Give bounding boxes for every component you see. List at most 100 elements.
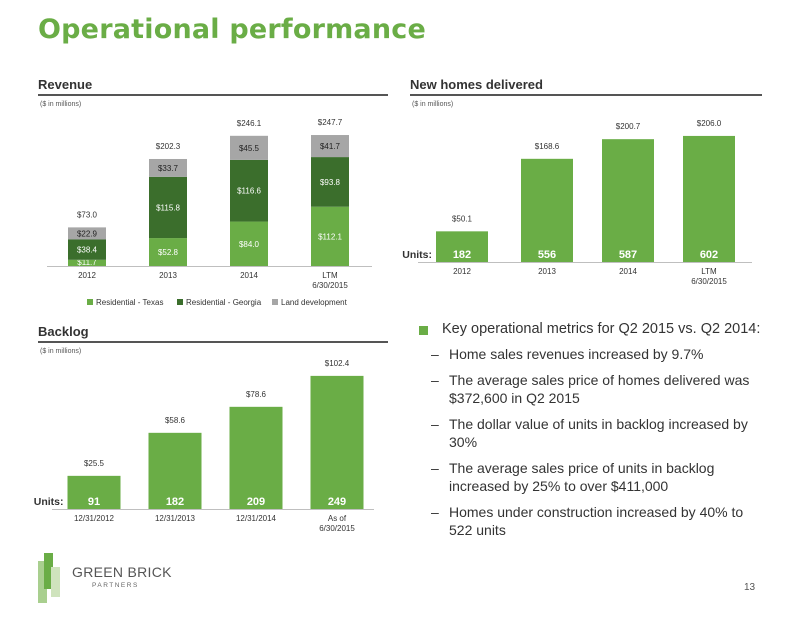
revenue-bar-residential-texas xyxy=(311,206,349,266)
homes-bar xyxy=(436,231,488,262)
homes-heading: New homes delivered xyxy=(410,77,543,92)
backlog-heading: Backlog xyxy=(38,324,89,339)
dash-bullet-icon: – xyxy=(431,460,439,476)
backlog-units-value: 249 xyxy=(328,496,346,508)
homes-units-note: ($ in millions) xyxy=(412,101,454,108)
metric-item-text: The average sales price of units in back… xyxy=(449,460,715,494)
revenue-segment-label: $45.5 xyxy=(239,144,260,153)
revenue-category-label: 2013 xyxy=(159,271,177,280)
homes-units-value: 556 xyxy=(538,249,556,261)
homes-units-value: 602 xyxy=(700,249,718,261)
backlog-bar xyxy=(148,432,202,509)
revenue-total-label: $247.7 xyxy=(318,118,343,127)
homes-category-label: 2013 xyxy=(538,267,556,276)
legend-label: Land development xyxy=(281,298,348,307)
revenue-units-note: ($ in millions) xyxy=(40,101,82,108)
revenue-category-label: LTM 6/30/2015 xyxy=(312,271,348,290)
revenue-bar-residential-georgia xyxy=(68,239,106,260)
metric-item: – The average sales price of units in bac… xyxy=(418,459,768,495)
metric-item-text: The average sales price of homes deliver… xyxy=(449,372,750,406)
legend-label: Residential - Texas xyxy=(96,298,163,307)
square-bullet-icon xyxy=(419,326,428,335)
metric-item-text: Home sales revenues increased by 9.7% xyxy=(449,346,704,362)
homes-category-label: 2012 xyxy=(453,267,471,276)
revenue-bar-residential-texas xyxy=(230,221,268,266)
backlog-bar xyxy=(310,375,364,509)
legend-swatch xyxy=(177,299,183,305)
revenue-heading: Revenue xyxy=(38,77,93,92)
metric-item: – Home sales revenues increased by 9.7% xyxy=(418,345,768,363)
revenue-segment-label: $84.0 xyxy=(239,240,260,249)
page-title: Operational performance xyxy=(38,14,426,45)
backlog-units-label: Units: xyxy=(34,496,64,508)
backlog-category-label: As of 6/30/2015 xyxy=(319,514,355,533)
homes-value-label: $206.0 xyxy=(697,119,722,128)
revenue-bar-land-development xyxy=(230,135,268,160)
backlog-units-note: ($ in millions) xyxy=(40,348,82,355)
homes-value-label: $50.1 xyxy=(452,214,473,223)
backlog-divider xyxy=(38,341,388,343)
logo-subtitle: PARTNERS xyxy=(92,582,139,589)
revenue-bar-land-development xyxy=(68,227,106,240)
revenue-segment-label: $41.7 xyxy=(320,142,341,151)
legend-swatch xyxy=(87,299,93,305)
dash-bullet-icon: – xyxy=(431,504,439,520)
revenue-segment-label: $112.1 xyxy=(318,232,342,241)
revenue-segment-label: $38.4 xyxy=(77,246,98,255)
homes-units-label: Units: xyxy=(402,249,432,261)
revenue-total-label: $246.1 xyxy=(237,119,262,128)
green-brick-logo: GREEN BRICK PARTNERS xyxy=(38,553,178,603)
homes-value-label: $168.6 xyxy=(535,142,560,151)
revenue-bar-land-development xyxy=(311,135,349,158)
metric-item: – Homes under construction increased by 4… xyxy=(418,503,768,539)
revenue-bar-residential-texas xyxy=(149,238,187,266)
revenue-divider xyxy=(38,94,388,96)
logo-wordmark: GREEN BRICK xyxy=(72,564,172,580)
brick-logo-icon xyxy=(38,553,60,603)
revenue-segment-label: $93.8 xyxy=(320,178,341,187)
homes-bar xyxy=(521,158,573,262)
homes-category-label: 2014 xyxy=(619,267,637,276)
revenue-bar-residential-georgia xyxy=(230,159,268,222)
revenue-segment-label: $33.7 xyxy=(158,164,179,173)
homes-units-value: 182 xyxy=(453,249,471,261)
metric-item: – The dollar value of units in backlog in… xyxy=(418,415,768,451)
homes-units-value: 587 xyxy=(619,249,637,261)
revenue-total-label: $202.3 xyxy=(156,142,181,151)
backlog-category-label: 12/31/2012 xyxy=(74,514,115,523)
backlog-value-label: $25.5 xyxy=(84,459,105,468)
backlog-units-value: 91 xyxy=(88,496,100,508)
homes-bar xyxy=(602,139,654,262)
backlog-units-value: 209 xyxy=(247,496,265,508)
revenue-bar-residential-georgia xyxy=(311,157,349,207)
page-number: 13 xyxy=(744,582,756,593)
legend-swatch xyxy=(272,299,278,305)
homes-divider xyxy=(410,94,762,96)
backlog-value-label: $58.6 xyxy=(165,416,186,425)
backlog-units-value: 182 xyxy=(166,496,184,508)
homes-category-label: LTM 6/30/2015 xyxy=(691,267,727,286)
metric-item-text: Homes under construction increased by 40… xyxy=(449,504,744,538)
revenue-bar-residential-georgia xyxy=(149,176,187,239)
backlog-value-label: $78.6 xyxy=(246,390,267,399)
revenue-total-label: $73.0 xyxy=(77,210,98,219)
key-metrics-heading: Key operational metrics for Q2 2015 vs. … xyxy=(418,321,768,337)
revenue-bar-land-development xyxy=(149,158,187,177)
homes-value-label: $200.7 xyxy=(616,122,641,131)
key-metrics-list: Key operational metrics for Q2 2015 vs. … xyxy=(418,321,768,547)
dash-bullet-icon: – xyxy=(431,372,439,388)
revenue-segment-label: $115.8 xyxy=(156,203,180,212)
revenue-segment-label: $22.9 xyxy=(77,229,98,238)
backlog-category-label: 12/31/2013 xyxy=(155,514,196,523)
backlog-bar xyxy=(67,475,121,509)
dash-bullet-icon: – xyxy=(431,346,439,362)
backlog-bar xyxy=(229,406,283,509)
key-metrics-heading-text: Key operational metrics for Q2 2015 vs. … xyxy=(442,321,761,337)
homes-bar xyxy=(683,135,735,262)
metric-item: – The average sales price of homes delive… xyxy=(418,371,768,407)
metric-item-text: The dollar value of units in backlog inc… xyxy=(449,416,748,450)
revenue-segment-label: $52.8 xyxy=(158,248,179,257)
